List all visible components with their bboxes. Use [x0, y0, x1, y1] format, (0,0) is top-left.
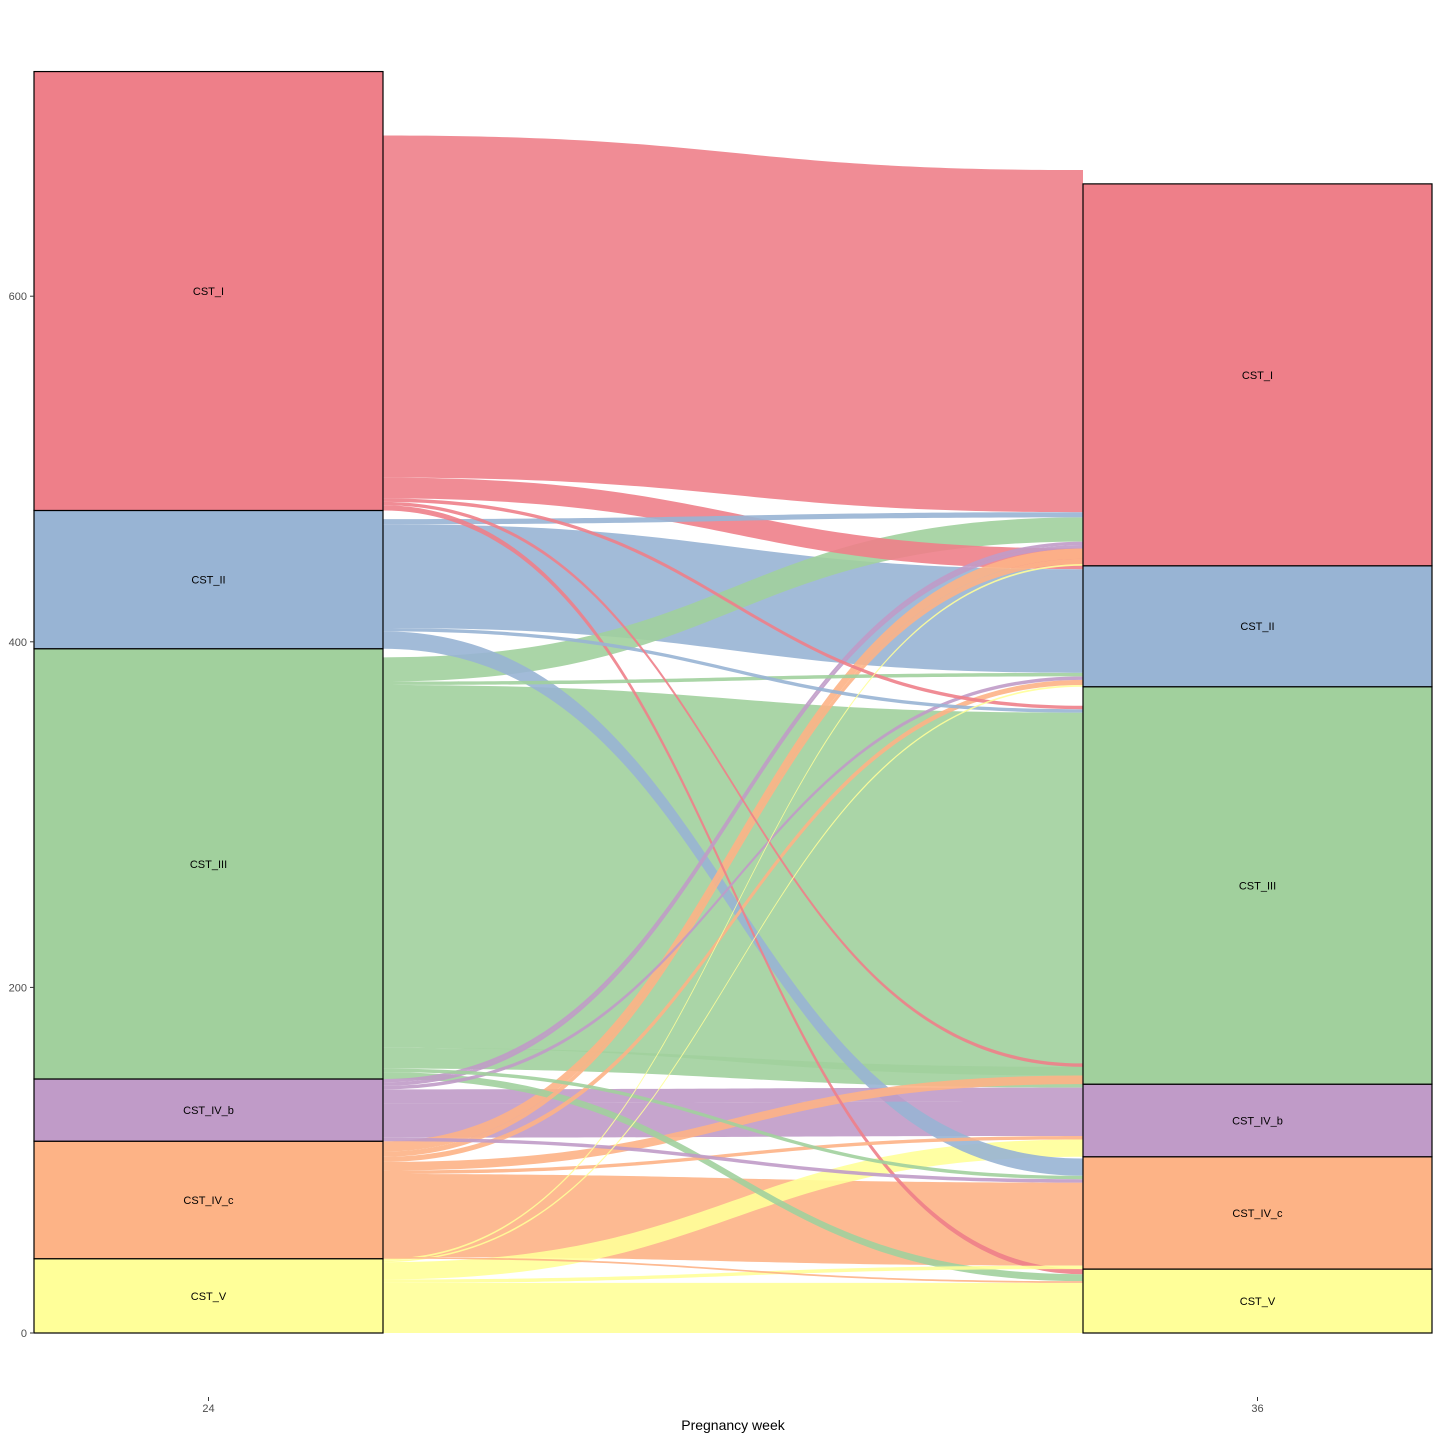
flow-CST_V-to-CST_I — [383, 564, 1083, 1261]
stratum-label-week36-CST_IV_c: CST_IV_c — [1232, 1208, 1283, 1220]
flow-CST_II-to-CST_IV_c — [383, 631, 1083, 1176]
flow-CST_IV_b-to-CST_I — [383, 545, 1083, 1086]
stratum-label-week24-CST_V: CST_V — [191, 1291, 227, 1303]
stratum-week24-CST_I — [33, 70, 384, 512]
flow-CST_III-to-CST_III — [383, 685, 1083, 1076]
flow-CST_I-to-CST_II — [383, 477, 1083, 570]
y-tick-label-200: 200 — [9, 982, 27, 994]
x-tick-label-36: 36 — [1251, 1403, 1263, 1415]
flow-CST_V-to-CST_IV_b — [383, 1139, 1083, 1280]
flow-CST_I-to-CST_IV_b — [383, 501, 1083, 1067]
strata-layer: CST_V CST_IV_c CST_IV_b CST_III CST_II CST_I C… — [33, 70, 1433, 1334]
flow-CST_III-to-CST_V — [383, 1072, 1083, 1282]
x-tick-label-24: 24 — [202, 1403, 214, 1415]
x-axis-title: Pregnancy week — [681, 1417, 786, 1433]
stratum-week36-CST_I — [1082, 183, 1433, 567]
stratum-label-week24-CST_II: CST_II — [191, 575, 225, 587]
flow-CST_I-to-CST_III — [383, 498, 1083, 710]
stratum-week24-CST_II — [33, 509, 384, 650]
flow-CST_V-to-CST_II — [383, 685, 1083, 1263]
flow-CST_IV_c-to-CST_IV_c — [383, 1174, 1083, 1266]
flow-CST_III-to-CST_I — [383, 517, 1083, 682]
stratum-label-week36-CST_II: CST_II — [1240, 621, 1274, 633]
stratum-label-week36-CST_V: CST_V — [1240, 1296, 1276, 1308]
flow-CST_III-to-CST_IV_b — [383, 1047, 1083, 1088]
stratum-label-week24-CST_III: CST_III — [190, 859, 227, 871]
flows-layer — [383, 135, 1083, 1333]
y-tick-label-400: 400 — [9, 637, 27, 649]
stratum-week36-CST_IV_b — [1082, 1083, 1433, 1158]
stratum-label-week36-CST_III: CST_III — [1239, 880, 1276, 892]
flow-CST_IV_c-to-CST_I — [383, 548, 1083, 1152]
stratum-week36-CST_V — [1082, 1268, 1433, 1334]
stratum-week36-CST_III — [1082, 686, 1433, 1085]
flow-CST_I-to-CST_V — [383, 505, 1083, 1275]
y-tick-label-600: 600 — [9, 291, 27, 303]
stratum-label-week24-CST_IV_b: CST_IV_b — [183, 1105, 234, 1117]
flow-CST_IV_b-to-CST_IV_b — [383, 1087, 1083, 1104]
stratum-label-week36-CST_IV_b: CST_IV_b — [1232, 1115, 1283, 1127]
flow-CST_IV_b-to-CST_II — [383, 676, 1083, 1090]
flow-CST_IV_b-to-CST_I — [383, 541, 1083, 1083]
x-axis: 24 36 — [202, 1397, 1264, 1415]
flow-CST_IV_b-to-CST_IV_c — [383, 1137, 1083, 1183]
flow-CST_IV_c-to-CST_V — [383, 1256, 1083, 1283]
flow-CST_V-to-CST_IV_c — [383, 1265, 1083, 1283]
flow-CST_IV_c-to-CST_IV_b — [383, 1136, 1083, 1175]
y-axis: 0 200 400 600 — [9, 291, 34, 1340]
flow-CST_I-to-CST_I — [383, 135, 1083, 513]
flow-CST_II-to-CST_III — [383, 627, 1083, 713]
y-tick-label-0: 0 — [21, 1328, 27, 1340]
flow-CST_IV_c-to-CST_I — [383, 558, 1083, 1157]
flow-CST_IV_c-to-CST_II — [383, 679, 1083, 1162]
stratum-week24-CST_III — [33, 648, 384, 1080]
flow-CST_V-to-CST_V — [383, 1282, 1083, 1333]
stratum-week36-CST_IV_c — [1082, 1156, 1433, 1270]
stratum-label-week24-CST_I: CST_I — [193, 286, 224, 298]
stratum-week24-CST_V — [33, 1258, 384, 1334]
stratum-label-week36-CST_I: CST_I — [1242, 370, 1273, 382]
flow-CST_III-to-CST_IV_c — [383, 1068, 1083, 1180]
stratum-label-week24-CST_IV_c: CST_IV_c — [183, 1195, 234, 1207]
flow-CST_III-to-CST_II — [383, 672, 1083, 685]
stratum-week36-CST_II — [1082, 565, 1433, 688]
